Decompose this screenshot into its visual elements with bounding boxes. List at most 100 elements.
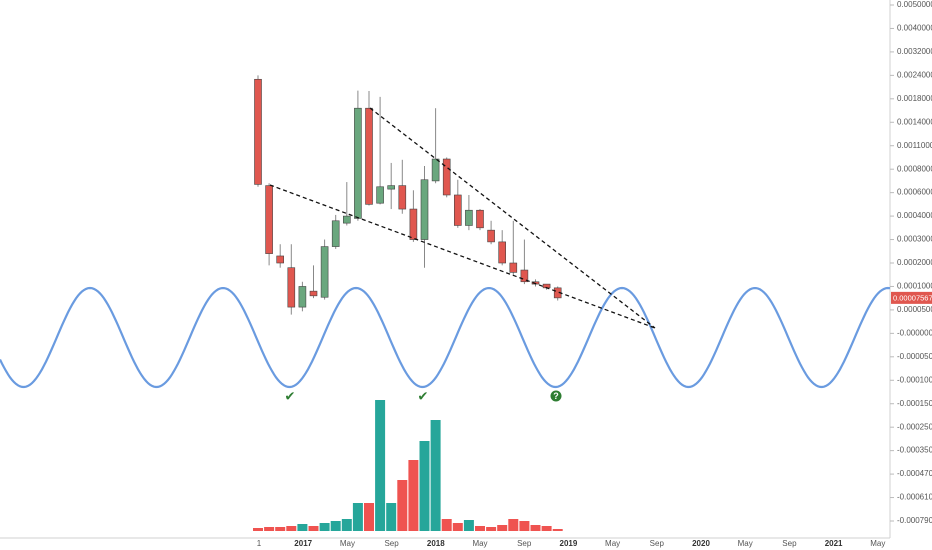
candle-body: [309, 290, 318, 297]
y-tick-label: 0.00140000: [897, 117, 932, 126]
volume-bar: [486, 527, 497, 531]
candle-body: [298, 286, 307, 308]
volume-bar: [330, 521, 341, 531]
y-tick-label: 0.00180000: [897, 94, 932, 103]
volume-bar: [375, 400, 386, 531]
volume-bar: [430, 420, 441, 531]
volume-bar: [275, 527, 286, 531]
x-tick-label: 1: [257, 539, 262, 548]
candle-body: [287, 267, 296, 308]
y-tick-label: -0.00010000: [897, 375, 932, 384]
candle-body: [520, 269, 529, 283]
volume-bar: [253, 528, 263, 531]
y-tick-label: 0.00500000: [897, 0, 932, 9]
y-tick-label: 0.00110000: [897, 141, 932, 150]
cycle-wave: [0, 286, 891, 389]
volume-bar: [341, 519, 352, 531]
volume-bar: [419, 441, 430, 531]
candle-body: [442, 158, 451, 196]
x-tick-label: Sep: [384, 539, 399, 548]
x-tick-label: Sep: [650, 539, 665, 548]
volume-bar: [552, 529, 563, 531]
x-tick-label: 2018: [427, 539, 445, 548]
y-tick-label: 0.00080000: [897, 164, 932, 173]
x-tick-label: May: [870, 539, 885, 548]
last-price-tag: [891, 291, 932, 304]
candle-body: [476, 209, 484, 229]
candle-body: [487, 229, 495, 243]
volume-bar: [386, 503, 397, 531]
x-tick-label: 2020: [692, 539, 710, 548]
candle-body: [431, 158, 440, 182]
x-tick-label: Sep: [782, 539, 797, 548]
candle-body: [254, 78, 262, 185]
y-tick-label: -0.00015000: [897, 399, 932, 408]
x-tick-label: May: [738, 539, 753, 548]
candle-body: [376, 186, 384, 204]
x-tick-label: Sep: [517, 539, 532, 548]
candle-body: [453, 194, 462, 226]
y-tick-label: -0.00000000: [897, 328, 932, 337]
question-marker: ?: [553, 391, 559, 401]
volume-bar: [441, 519, 452, 531]
x-tick-label: 2017: [294, 539, 312, 548]
y-tick-label: 0.00320000: [897, 47, 932, 56]
question-marker-bg: [550, 390, 562, 402]
candle-body: [420, 179, 429, 240]
x-tick-label: May: [472, 539, 487, 548]
y-tick-label: -0.00061000: [897, 493, 932, 502]
x-tick-label: 2021: [825, 539, 843, 548]
y-tick-label: 0.00400000: [897, 24, 932, 33]
volume-bar: [408, 460, 419, 531]
y-tick-label: 0.00020000: [897, 258, 932, 267]
volume-bar: [541, 526, 552, 531]
volume-bar: [508, 519, 519, 531]
candle-body: [509, 262, 518, 273]
volume-bar: [519, 521, 530, 531]
candle-body: [498, 241, 507, 264]
volume-bar: [530, 525, 541, 531]
y-tick-label: 0.00030000: [897, 235, 932, 244]
check-marker: ✔: [285, 388, 296, 403]
volume-bar: [286, 526, 297, 531]
last-price-label: 0.00007567: [893, 293, 932, 302]
candle-body: [387, 185, 396, 190]
check-marker: ✔: [418, 388, 429, 403]
candle-body: [265, 185, 273, 254]
volume-bar: [264, 527, 275, 531]
y-tick-label: 0.00060000: [897, 188, 932, 197]
volume-bar: [397, 480, 408, 531]
y-tick-label: -0.00047000: [897, 469, 932, 478]
candle-body: [409, 208, 418, 240]
volume-bar: [463, 520, 474, 531]
y-tick-label: -0.00079000: [897, 516, 932, 525]
y-tick-label: 0.00010000: [897, 282, 932, 291]
volume-bar: [475, 526, 485, 531]
candle-body: [398, 185, 407, 210]
volume-bar: [352, 503, 363, 531]
x-tick-label: 2019: [560, 539, 578, 548]
volume-bar: [452, 523, 463, 531]
y-tick-label: 0.00240000: [897, 70, 932, 79]
volume-bar: [319, 523, 330, 531]
candle-body: [342, 215, 351, 224]
candle-body: [365, 107, 373, 205]
volume-bar: [364, 503, 374, 531]
y-tick-label: -0.00025000: [897, 422, 932, 431]
candle-body: [276, 255, 285, 264]
y-tick-label: 0.00040000: [897, 211, 932, 220]
y-tick-label: -0.00005000: [897, 352, 932, 361]
trend-line: [269, 184, 656, 329]
candle-body: [320, 246, 329, 298]
x-tick-label: May: [605, 539, 620, 548]
volume-bar: [308, 526, 319, 531]
y-tick-label: 0.00005000: [897, 305, 932, 314]
candle-body: [331, 220, 340, 247]
x-tick-label: May: [340, 539, 355, 548]
candle-body: [465, 209, 473, 226]
volume-bar: [497, 525, 508, 531]
y-tick-label: -0.00035000: [897, 446, 932, 455]
volume-bar: [297, 524, 308, 531]
